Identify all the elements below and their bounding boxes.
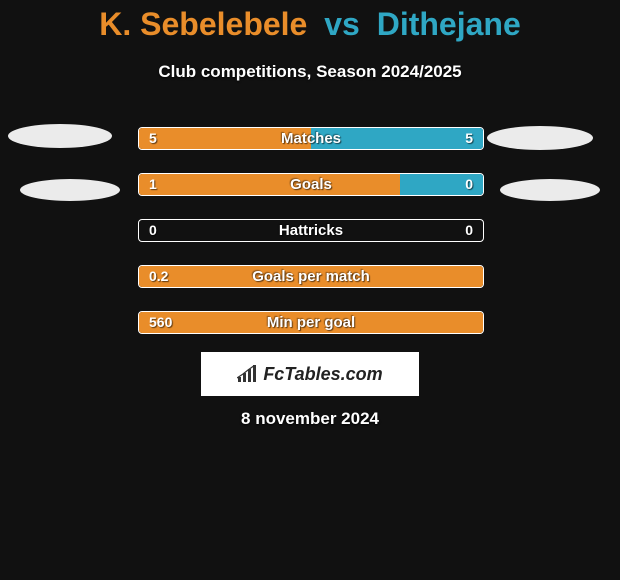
right-value: 0 — [465, 174, 473, 195]
stat-row-matches: Matches5 5 — [138, 127, 484, 150]
right-value: 5 — [465, 128, 473, 149]
stat-row-goals: Goals1 0 — [138, 173, 484, 196]
brand-text: FcTables.com — [263, 364, 382, 385]
date-text: 8 november 2024 — [0, 409, 620, 429]
decor-ellipse-2 — [487, 126, 593, 150]
decor-ellipse-1 — [20, 179, 120, 201]
brand-box[interactable]: FcTables.com — [201, 352, 419, 396]
stat-label: Matches — [139, 128, 483, 149]
left-value: 0 — [149, 220, 157, 241]
stat-row-goals-per-match: Goals per match0.2 — [138, 265, 484, 288]
title-vs: vs — [316, 6, 368, 42]
comparison-title: K. Sebelebele vs Dithejane — [0, 6, 620, 43]
stat-label: Goals per match — [139, 266, 483, 287]
stat-label: Goals — [139, 174, 483, 195]
stat-row-min-per-goal: Min per goal560 — [138, 311, 484, 334]
stat-row-hattricks: Hattricks0 0 — [138, 219, 484, 242]
decor-ellipse-0 — [8, 124, 112, 148]
bar-chart-icon — [237, 365, 259, 383]
left-value: 0.2 — [149, 266, 168, 287]
player1-name: K. Sebelebele — [99, 6, 307, 42]
right-value: 0 — [465, 220, 473, 241]
player2-name: Dithejane — [377, 6, 521, 42]
left-value: 560 — [149, 312, 172, 333]
stat-label: Min per goal — [139, 312, 483, 333]
decor-ellipse-3 — [500, 179, 600, 201]
left-value: 1 — [149, 174, 157, 195]
subtitle: Club competitions, Season 2024/2025 — [0, 62, 620, 82]
stat-label: Hattricks — [139, 220, 483, 241]
left-value: 5 — [149, 128, 157, 149]
